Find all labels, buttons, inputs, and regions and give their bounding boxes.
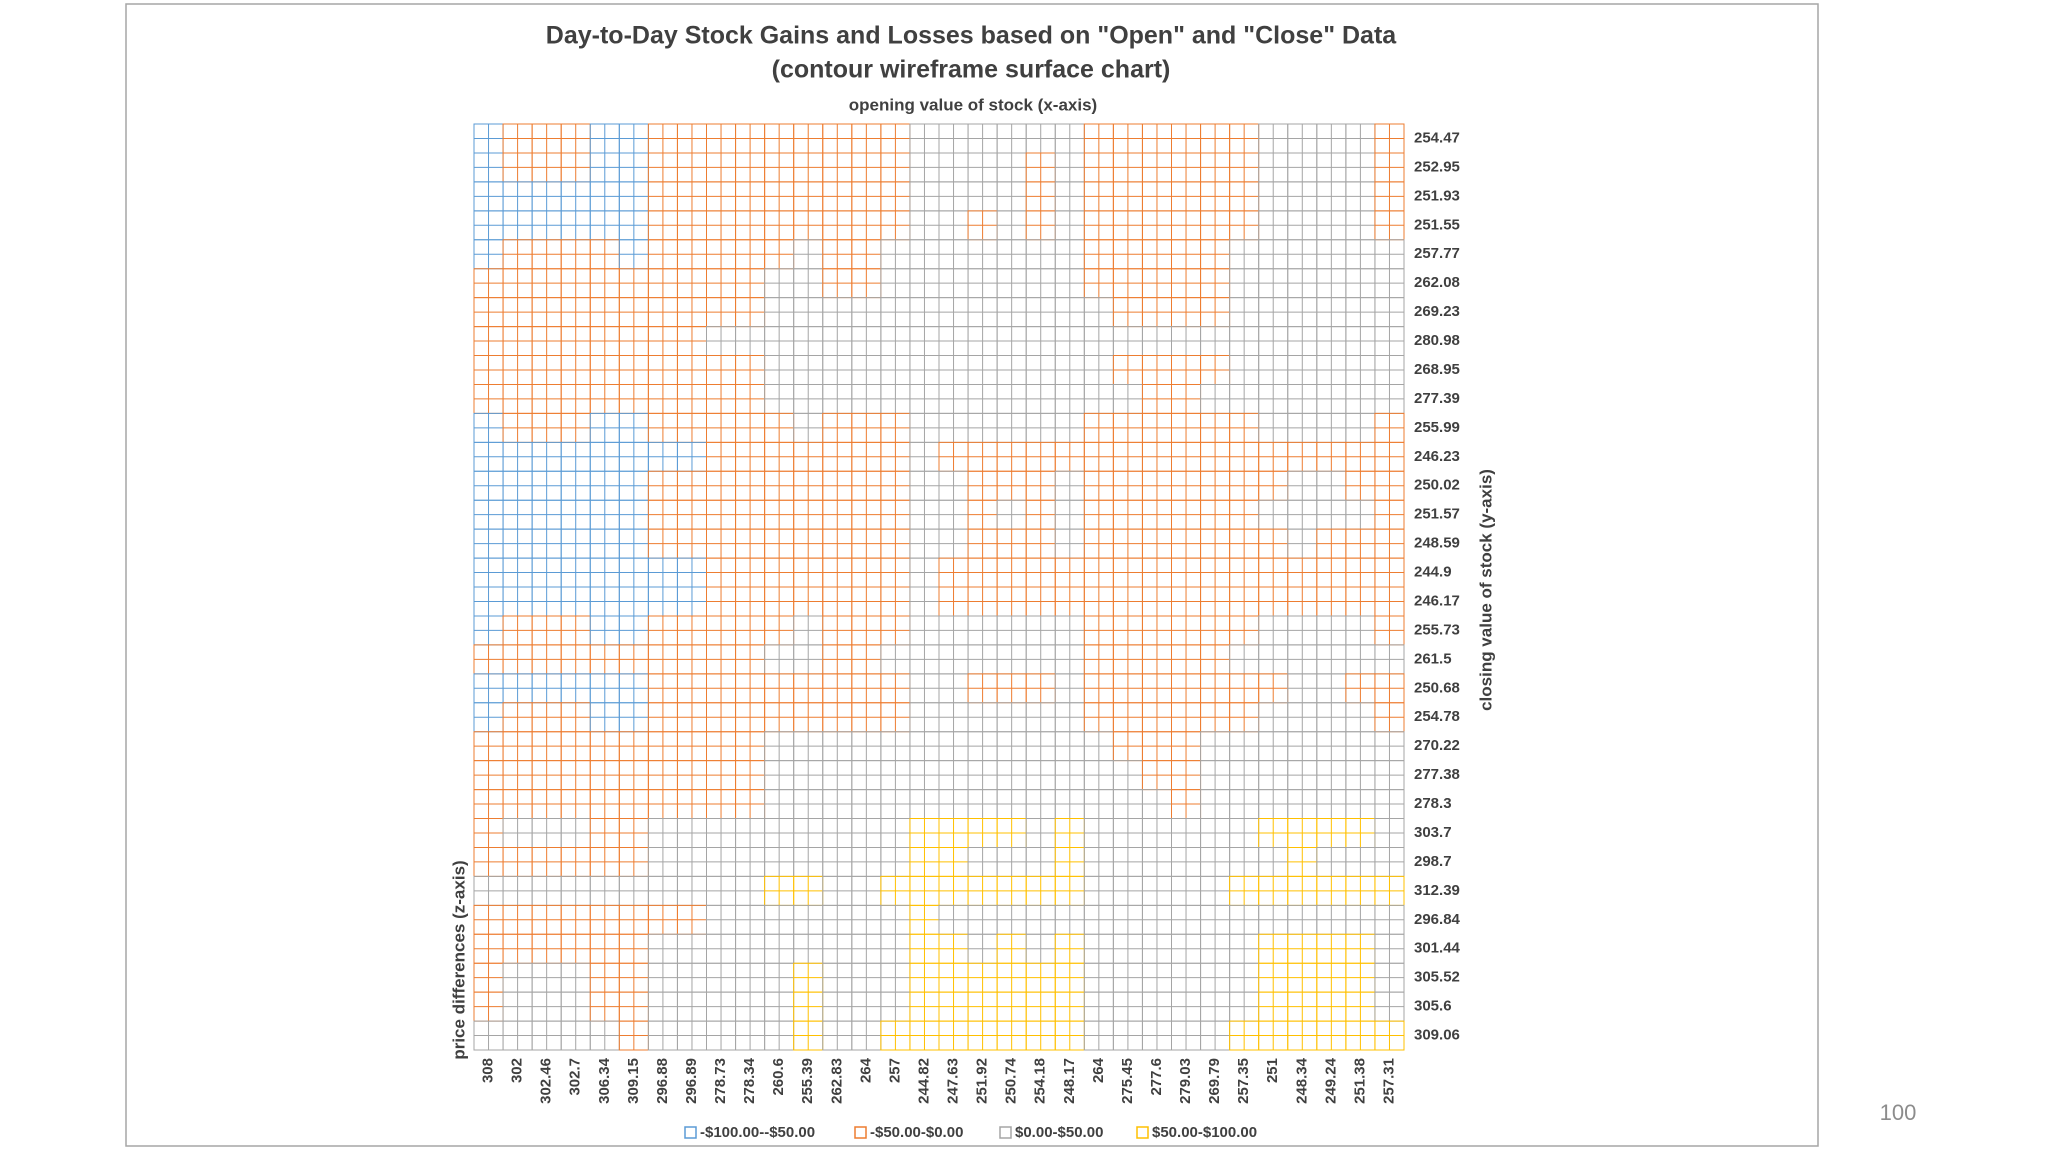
y-tick-label: 248.59 (1414, 535, 1460, 552)
y-tick-label: 250.68 (1414, 679, 1460, 696)
legend-swatch (1136, 1126, 1149, 1139)
y-tick-label: 269.23 (1414, 303, 1460, 320)
x-tick-label: 308 (480, 1058, 497, 1083)
contour-cell (1374, 1020, 1405, 1051)
x-tick-label: 257 (886, 1058, 903, 1083)
x-tick-label: 264 (857, 1057, 874, 1083)
x-tick-label: 255.39 (799, 1058, 816, 1104)
x-tick-label: 296.89 (683, 1058, 700, 1104)
y-tick-label: 246.23 (1414, 448, 1460, 465)
y-tick-label: 244.9 (1414, 564, 1452, 581)
x-tick-label: 296.88 (654, 1058, 671, 1104)
legend-swatch (854, 1126, 867, 1139)
x-tick-label: 302.7 (567, 1058, 584, 1096)
x-tick-label: 278.73 (712, 1058, 729, 1104)
x-tick-label: 247.63 (945, 1058, 962, 1104)
y-tick-label: 301.44 (1414, 940, 1461, 957)
legend-label: -$100.00--$50.00 (700, 1124, 815, 1141)
x-tick-label: 249.24 (1322, 1057, 1339, 1104)
x-tick-label: 250.74 (1003, 1057, 1020, 1104)
y-tick-label: 280.98 (1414, 332, 1460, 349)
x-tick-label: 278.34 (741, 1057, 758, 1104)
x-tick-label: 248.34 (1293, 1057, 1310, 1104)
y-tick-label: 251.93 (1414, 187, 1460, 204)
x-tick-label: 306.34 (596, 1057, 613, 1104)
x-tick-label: 260.6 (770, 1058, 787, 1096)
y-tick-label: 250.02 (1414, 477, 1460, 494)
y-tick-label: 252.95 (1414, 158, 1460, 175)
x-tick-label: 309.15 (625, 1058, 642, 1104)
x-tick-label: 262.83 (828, 1058, 845, 1104)
y-tick-label: 298.7 (1414, 853, 1452, 870)
z-axis-label: price differences (z-axis) (449, 860, 468, 1059)
y-tick-label: 312.39 (1414, 882, 1460, 899)
y-tick-label: 305.6 (1414, 998, 1452, 1015)
x-tick-label: 279.03 (1177, 1058, 1194, 1104)
legend-label: -$50.00-$0.00 (870, 1124, 963, 1141)
legend-swatch (999, 1126, 1012, 1139)
x-tick-label: 251.38 (1351, 1058, 1368, 1104)
y-tick-label: 303.7 (1414, 824, 1452, 841)
x-tick-label: 302 (509, 1058, 526, 1083)
y-tick-label: 254.47 (1414, 129, 1460, 146)
x-tick-label: 275.45 (1119, 1058, 1136, 1104)
x-tick-label: 269.79 (1206, 1058, 1223, 1104)
y-tick-label: 251.57 (1414, 506, 1460, 523)
x-axis-label: opening value of stock (x-axis) (849, 95, 1097, 114)
page-number: 100 (1880, 1100, 1917, 1125)
y-tick-label: 262.08 (1414, 274, 1460, 291)
legend-swatch (684, 1126, 697, 1139)
y-tick-label: 270.22 (1414, 737, 1460, 754)
y-tick-label: 296.84 (1414, 911, 1461, 928)
y-tick-label: 251.55 (1414, 216, 1460, 233)
x-tick-label: 254.18 (1032, 1058, 1049, 1104)
y-tick-label: 246.17 (1414, 592, 1460, 609)
x-tick-label: 248.17 (1061, 1058, 1078, 1104)
x-tick-label: 277.6 (1148, 1058, 1165, 1096)
x-tick-label: 251.92 (974, 1058, 991, 1104)
legend-label: $50.00-$100.00 (1152, 1124, 1257, 1141)
x-tick-label: 302.46 (538, 1058, 555, 1104)
y-tick-label: 278.3 (1414, 795, 1452, 812)
y-tick-label: 254.78 (1414, 708, 1460, 725)
x-tick-label: 257.31 (1380, 1058, 1397, 1104)
x-tick-label: 244.82 (915, 1058, 932, 1104)
chart-title: Day-to-Day Stock Gains and Losses based … (546, 22, 1397, 50)
x-tick-label: 264 (1090, 1057, 1107, 1083)
y-tick-label: 255.73 (1414, 621, 1460, 638)
x-tick-label: 251 (1264, 1058, 1281, 1083)
y-tick-label: 277.39 (1414, 390, 1460, 407)
y-tick-label: 268.95 (1414, 361, 1460, 378)
y-tick-label: 309.06 (1414, 1027, 1460, 1044)
y-tick-label: 257.77 (1414, 245, 1460, 262)
chart-subtitle: (contour wireframe surface chart) (772, 56, 1171, 84)
y-axis-label: closing value of stock (y-axis) (1476, 469, 1495, 711)
chart-frame (125, 3, 1819, 1147)
x-tick-label: 257.35 (1235, 1058, 1252, 1104)
y-tick-label: 261.5 (1414, 650, 1452, 667)
y-tick-label: 277.38 (1414, 766, 1460, 783)
legend-label: $0.00-$50.00 (1015, 1124, 1103, 1141)
y-tick-label: 305.52 (1414, 969, 1460, 986)
y-tick-label: 255.99 (1414, 419, 1460, 436)
